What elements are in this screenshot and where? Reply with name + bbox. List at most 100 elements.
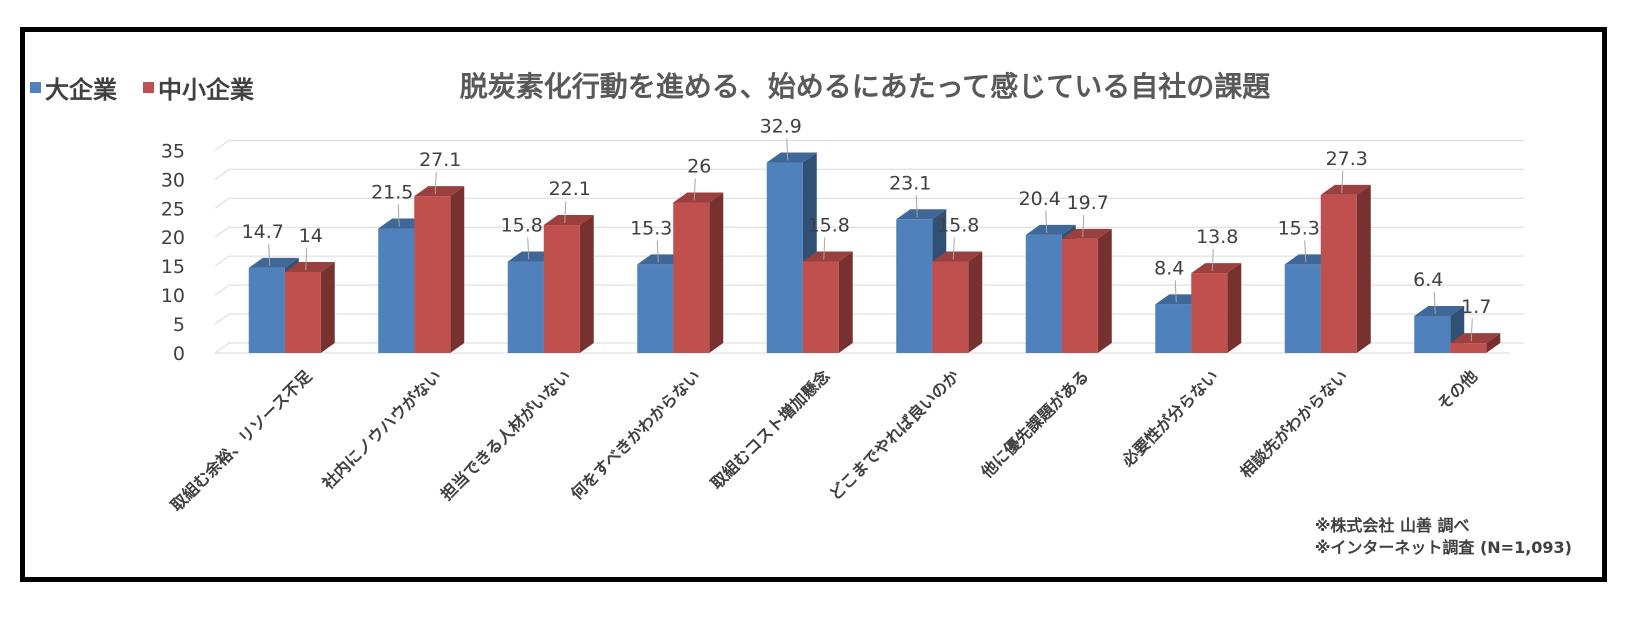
gridline-side-6	[214, 168, 230, 180]
bar-s1-c0	[284, 271, 321, 353]
chart-plot: 0 5 10 15 20 25 30 35 14.7 14 取組む余裕、リソース不足 21.5 27.1…	[161, 116, 1524, 515]
data-label-s0-c2: 15.8	[501, 215, 543, 237]
data-label-s1-c8: 27.3	[1326, 148, 1368, 170]
bar-side-s1-c9	[1486, 333, 1501, 353]
bar-top-s0-c5	[896, 209, 947, 220]
gridline-side-5	[214, 197, 230, 209]
gridline-side-7	[214, 139, 230, 151]
data-label-s1-c4: 15.8	[808, 215, 850, 237]
y-tick-label-3: 15	[161, 256, 185, 278]
bar-s1-c3	[673, 202, 710, 353]
bar-s0-c5	[896, 219, 933, 353]
bar-s1-c6	[1061, 238, 1098, 353]
data-label-leader-s1-c7	[1211, 249, 1214, 272]
bar-top-s1-c5	[932, 251, 983, 262]
data-label-s1-c1: 27.1	[419, 149, 461, 171]
source-note-2: ※インターネット調査 (N=1,093)	[1314, 538, 1572, 557]
y-tick-label-4: 20	[161, 227, 185, 249]
data-label-leader-s0-c1	[397, 204, 400, 227]
bar-top-s1-c9	[1450, 333, 1501, 344]
legend-label-sme: 中小企業	[158, 76, 254, 104]
bar-top-s1-c6	[1061, 228, 1112, 239]
data-label-s0-c7: 8.4	[1154, 257, 1184, 279]
bar-top-s0-c0	[248, 257, 299, 268]
data-label-leader-s0-c8	[1304, 240, 1307, 263]
bar-s0-c6	[1025, 234, 1062, 353]
data-label-leader-s0-c9	[1433, 291, 1436, 314]
data-label-leader-s1-c9	[1470, 319, 1473, 342]
bar-s0-c9	[1414, 315, 1451, 353]
data-label-leader-s1-c6	[1082, 214, 1085, 237]
legend-item-large: 大企業	[30, 70, 117, 105]
data-label-leader-s0-c5	[915, 195, 918, 218]
gridline-side-2	[214, 284, 230, 296]
x-tick-label-9: その他	[1434, 366, 1481, 413]
data-label-leader-s1-c2	[564, 201, 567, 224]
x-tick-label-8: 相談先がわからない	[1236, 366, 1351, 481]
data-label-leader-s0-c3	[656, 240, 659, 263]
bar-top-s1-c2	[543, 215, 594, 226]
bar-top-s0-c9	[1414, 305, 1465, 316]
data-label-leader-s0-c4	[786, 138, 789, 161]
data-label-leader-s1-c8	[1341, 170, 1344, 193]
x-tick-label-4: 取組むコスト増加懸念	[707, 366, 834, 493]
bar-s1-c1	[414, 196, 451, 353]
data-label-s0-c8: 15.3	[1278, 217, 1320, 239]
data-label-s0-c0: 14.7	[242, 221, 284, 243]
bar-s1-c4	[802, 261, 839, 353]
data-label-leader-s1-c0	[305, 247, 308, 270]
y-tick-label-0: 0	[173, 343, 185, 365]
data-label-s1-c5: 15.8	[937, 215, 979, 237]
bar-s1-c5	[932, 261, 969, 353]
bar-s1-c9	[1450, 343, 1487, 353]
x-tick-label-5: どこまでやれば良いのか	[826, 366, 964, 504]
bar-s1-c8	[1320, 194, 1357, 353]
bar-side-s1-c2	[579, 215, 594, 353]
chart-frame: 0 5 10 15 20 25 30 35 14.7 14 取組む余裕、リソース不足 21.5 27.1…	[20, 27, 1607, 582]
bar-top-s1-c8	[1320, 184, 1371, 195]
legend-swatch-large	[30, 82, 41, 93]
bar-top-s1-c0	[284, 261, 335, 272]
bar-s0-c3	[637, 264, 674, 353]
legend-swatch-sme	[143, 82, 154, 93]
bar-side-s1-c1	[450, 186, 465, 353]
chart-title: 脱炭素化行動を進める、始めるにあたって感じている自社の課題	[459, 70, 1271, 103]
data-label-s0-c4: 32.9	[760, 116, 802, 138]
bar-side-s1-c7	[1227, 263, 1242, 353]
bar-s0-c4	[766, 162, 803, 353]
bar-s1-c2	[543, 225, 580, 353]
y-tick-label-7: 35	[161, 140, 185, 162]
y-tick-label-5: 25	[161, 198, 185, 220]
gridline-side-0	[214, 342, 230, 354]
x-tick-label-2: 担当できる人材がいない	[437, 366, 575, 504]
legend-label-large: 大企業	[45, 76, 117, 104]
legend: 大企業 中小企業	[30, 70, 254, 105]
data-label-s0-c6: 20.4	[1019, 188, 1061, 210]
data-label-s1-c0: 14	[299, 225, 323, 247]
data-label-s0-c5: 23.1	[889, 172, 931, 194]
bar-top-s0-c6	[1025, 224, 1076, 235]
x-tick-label-3: 何をすべきかわからない	[567, 366, 704, 503]
data-label-leader-s1-c3	[693, 178, 696, 201]
bar-s0-c2	[507, 261, 544, 353]
data-label-leader-s0-c2	[527, 237, 530, 260]
y-tick-label-2: 10	[161, 285, 185, 307]
x-tick-label-1: 社内にノウハウがない	[318, 366, 445, 493]
x-tick-label-0: 取組む余裕、リソース不足	[167, 366, 316, 515]
source-note-1: ※株式会社 山善 調べ	[1314, 516, 1470, 535]
gridline-side-4	[214, 226, 230, 238]
y-tick-label-1: 5	[173, 314, 185, 336]
data-label-s0-c3: 15.3	[630, 217, 672, 239]
bar-top-s1-c7	[1191, 263, 1242, 274]
gridline-side-1	[214, 313, 230, 325]
bar-side-s1-c6	[1097, 228, 1112, 353]
x-tick-label-6: 他に優先課題がある	[977, 366, 1093, 482]
data-label-leader-s1-c1	[434, 172, 437, 195]
bar-s0-c0	[248, 267, 285, 353]
data-label-leader-s0-c0	[268, 243, 271, 266]
data-label-s1-c7: 13.8	[1196, 226, 1238, 248]
bar-s0-c1	[378, 228, 415, 353]
data-label-leader-s0-c6	[1045, 210, 1048, 233]
data-label-s1-c6: 19.7	[1067, 192, 1109, 214]
data-label-s0-c1: 21.5	[371, 182, 413, 204]
